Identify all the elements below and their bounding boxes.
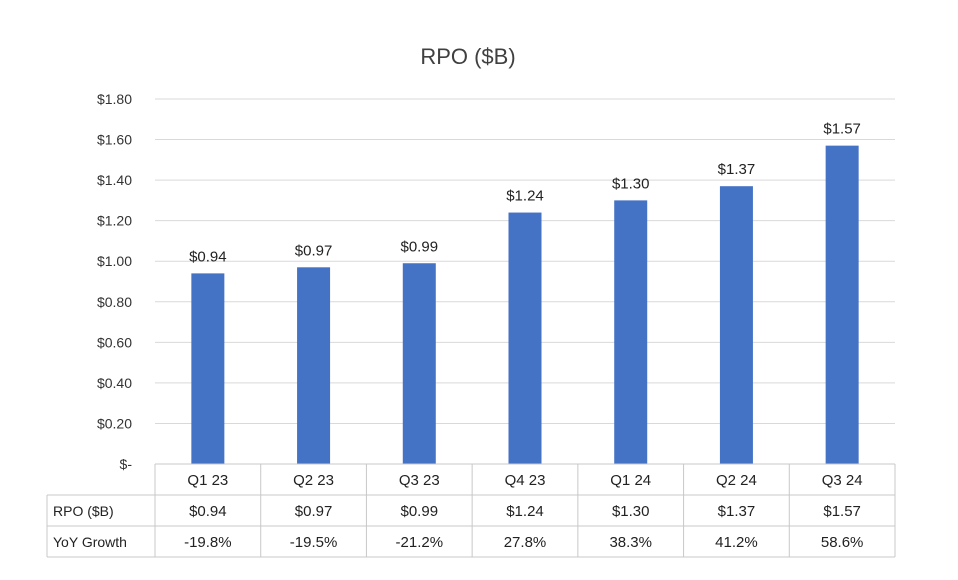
data-label: $0.94: [189, 248, 227, 265]
table-cell: -21.2%: [396, 534, 444, 551]
table-cell: $0.94: [189, 503, 227, 520]
data-labels: $0.94 $0.97 $0.99 $1.24 $1.30 $1.37 $1.57: [189, 121, 861, 266]
x-tick-label: Q3 24: [822, 472, 863, 489]
x-tick-label: Q3 23: [399, 472, 440, 489]
data-table: Q1 23 Q2 23 Q3 23 Q4 23 Q1 24 Q2 24 Q3 24 RPO (…: [46, 463, 896, 558]
table-cell: $1.37: [718, 503, 756, 520]
data-label: $0.99: [401, 238, 439, 255]
bar: [719, 186, 753, 464]
table-cell: 27.8%: [504, 534, 547, 551]
y-tick-label: $0.40: [97, 375, 132, 391]
y-tick-label: $1.00: [97, 253, 132, 269]
table-cell: $1.24: [506, 503, 544, 520]
table-cell: 41.2%: [715, 534, 758, 551]
bars: [191, 145, 859, 464]
x-tick-label: Q2 23: [293, 472, 334, 489]
y-axis-ticks: $- $0.20 $0.40 $0.60 $0.80 $1.00 $1.20 $1.40 $1.…: [97, 91, 132, 472]
y-tick-label: $1.80: [97, 91, 132, 107]
chart-title: RPO ($B): [420, 44, 515, 69]
bar: [825, 145, 859, 464]
table-cell: -19.8%: [184, 534, 232, 551]
table-cell: 58.6%: [821, 534, 864, 551]
y-tick-label: $1.60: [97, 132, 132, 148]
bar: [191, 273, 225, 464]
table-cell: $0.99: [401, 503, 439, 520]
x-tick-label: Q4 23: [505, 472, 546, 489]
data-label: $1.57: [823, 121, 861, 138]
data-label: $0.97: [295, 242, 333, 259]
table-cell: 38.3%: [609, 534, 652, 551]
x-tick-label: Q2 24: [716, 472, 757, 489]
table-cell: $1.30: [612, 503, 650, 520]
table-row-header: RPO ($B): [53, 503, 114, 519]
bar: [402, 263, 436, 464]
y-tick-label: $0.80: [97, 294, 132, 310]
y-tick-label: $-: [120, 456, 133, 472]
table-cell: $0.97: [295, 503, 333, 520]
y-tick-label: $0.60: [97, 334, 132, 350]
bar: [297, 267, 331, 464]
x-tick-label: Q1 23: [187, 472, 228, 489]
table-cell: -19.5%: [290, 534, 338, 551]
data-label: $1.24: [506, 188, 544, 205]
y-tick-label: $0.20: [97, 415, 132, 431]
data-label: $1.30: [612, 175, 650, 192]
x-tick-label: Q1 24: [610, 472, 651, 489]
bar: [614, 200, 648, 464]
y-tick-label: $1.40: [97, 172, 132, 188]
table-cell: $1.57: [823, 503, 861, 520]
y-tick-label: $1.20: [97, 213, 132, 229]
bar: [508, 212, 542, 464]
table-row-header: YoY Growth: [53, 534, 127, 550]
data-label: $1.37: [718, 161, 756, 178]
